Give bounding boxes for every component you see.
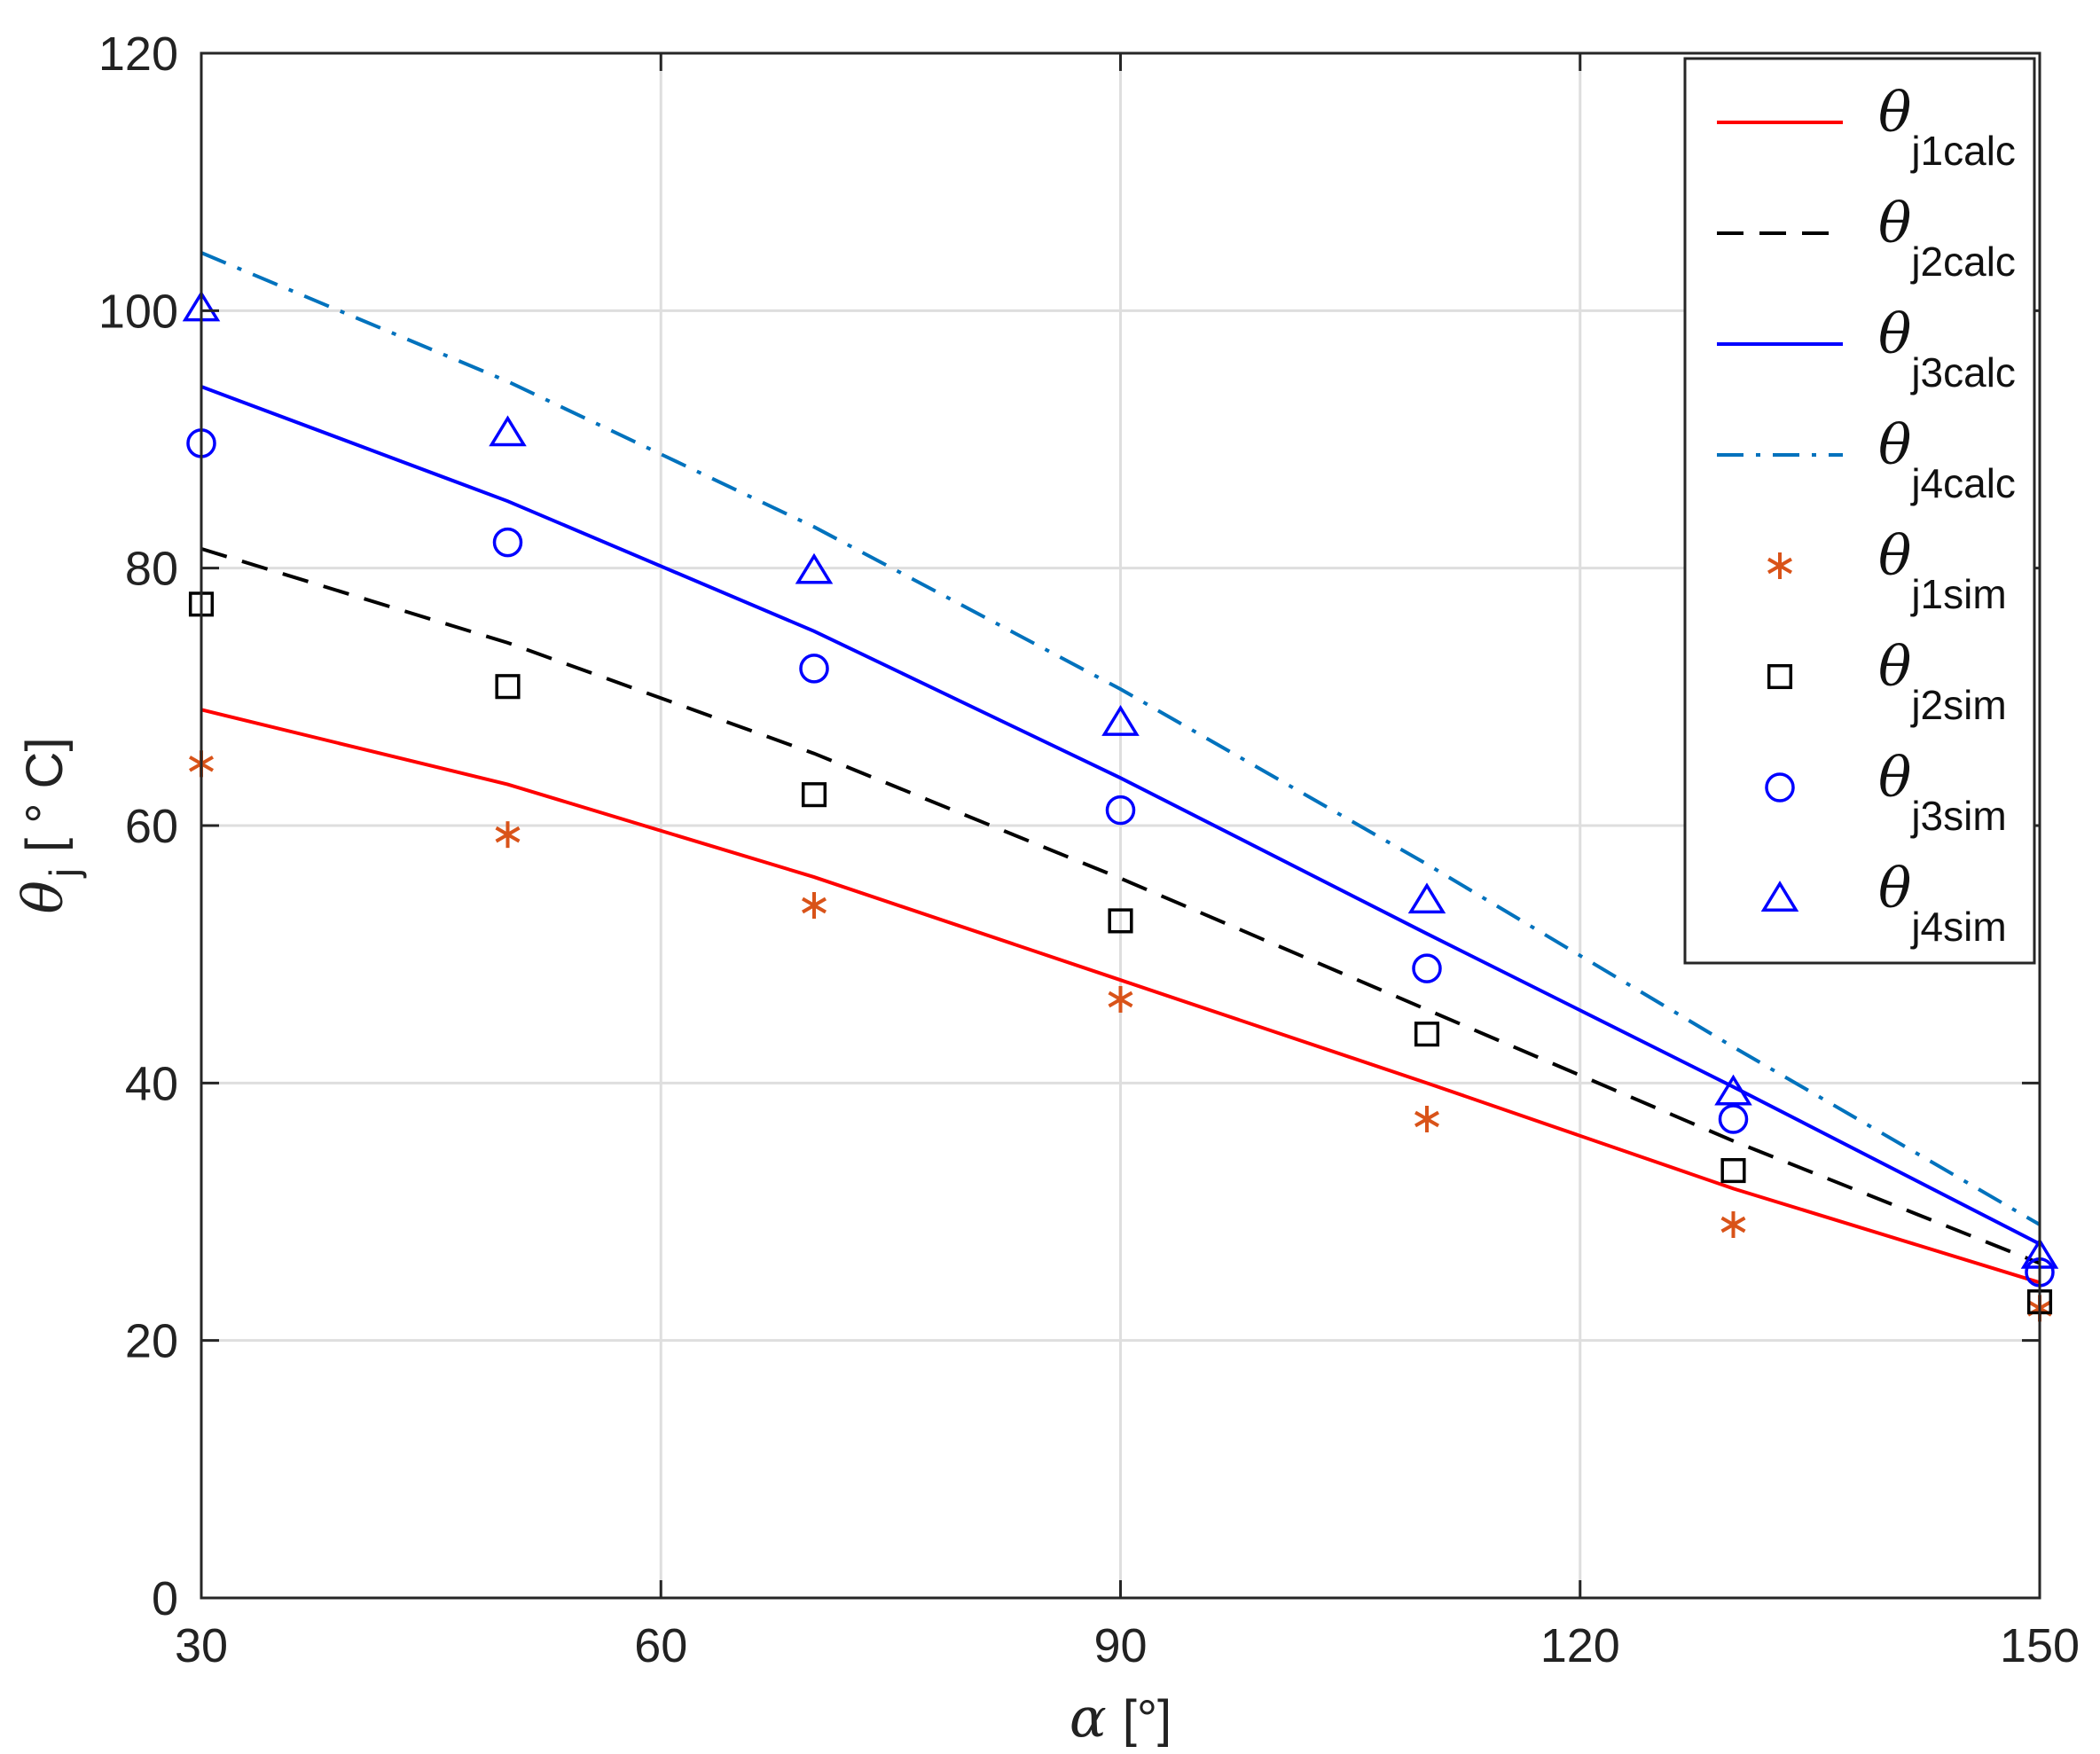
y-tick-label: 80 [125,543,178,596]
series-j1sim-point [1414,1105,1439,1132]
y-tick-label: 0 [152,1572,178,1625]
series-j4sim-point [1101,705,1140,736]
x-tick-label: 150 [2000,1619,2080,1672]
legend-label-subscript: j4sim [1909,904,2006,950]
legend-label-symbol: θ [1878,301,1911,366]
legend-swatch [1767,552,1792,579]
legend-item-j2calc: θj2calc [1717,191,2016,285]
plot-lines [200,251,2041,1285]
y-axis-label-subscript: j [41,868,87,879]
y-tick-label: 100 [98,285,178,338]
y-tick-label: 60 [125,800,178,853]
legend-items: θj1calcθj2calcθj3calcθj4calcθj1simθj2sim… [1717,80,2016,950]
legend-label: θj2calc [1878,191,2016,285]
plot-markers [182,290,2059,1322]
x-axis-label-symbol: α [1070,1685,1107,1750]
series-j2sim-points [188,591,2053,1315]
y-tick-label: 20 [125,1315,178,1368]
legend-label: θj2sim [1878,634,2007,728]
series-j1sim-point [495,821,521,849]
y-tick-label: 120 [98,27,178,81]
y-axis-label: θ j [ ° C] [11,737,87,913]
series-j4sim-point [795,552,834,584]
legend: θj1calcθj2calcθj3calcθj4calcθj1simθj2sim… [1683,57,2036,965]
legend-label-subscript: j2sim [1909,682,2006,728]
x-tick-label: 90 [1093,1619,1147,1672]
series-j2sim-point [495,674,521,700]
legend-label-subscript: j4calc [1909,460,2016,506]
legend-item-j4calc: θj4calc [1717,412,2016,506]
legend-label: θj1calc [1878,80,2016,174]
legend-label: θj1sim [1878,523,2007,617]
series-j2sim-point [1108,908,1133,934]
legend-item-j1calc: θj1calc [1717,80,2016,174]
legend-label: θj3calc [1878,301,2016,395]
series-j3sim-point [799,654,829,684]
series-j3sim-point [1718,1104,1749,1134]
legend-label-symbol: θ [1878,856,1911,920]
legend-label-symbol: θ [1878,412,1911,477]
series-j3sim-point [1105,795,1136,826]
legend-label-symbol: θ [1878,191,1911,255]
x-axis-label-unit: [°] [1123,1690,1171,1748]
legend-label-subscript: j2calc [1909,239,2016,285]
y-axis-label-unit: [ ° C] [16,737,74,852]
legend-box [1683,57,2036,965]
x-axis-label: α [°] [1070,1685,1171,1750]
x-tick-label: 60 [634,1619,687,1672]
series-j1sim-point [1108,985,1133,1013]
legend-label: θj4calc [1878,412,2016,506]
x-tick-label: 30 [175,1619,228,1672]
legend-label-subscript: j3sim [1909,793,2006,839]
series-j1sim-point [802,892,827,920]
series-j1sim-point [1720,1211,1746,1239]
legend-item-j2sim: θj2sim [1767,634,2007,728]
series-j4sim-point [1407,882,1446,914]
series-j2sim-point [801,782,827,808]
series-j1calc-line [200,708,2041,1285]
legend-swatch [1765,772,1795,803]
y-tick-label: 40 [125,1057,178,1110]
series-j2calc-line [200,546,2041,1265]
series-j3sim-point [1412,953,1442,983]
series-j4sim-point [489,415,527,447]
y-tick-labels: 0 20 40 60 80 100 120 [98,27,178,1625]
legend-item-j3sim: θj3sim [1765,745,2007,839]
legend-label-symbol: θ [1878,523,1911,588]
legend-swatch [1760,881,1799,912]
series-j4calc-line [200,251,2041,1226]
x-tick-label: 120 [1540,1619,1620,1672]
series-j4sim-point [1714,1074,1752,1106]
series-j3calc-line [200,385,2041,1246]
legend-label-subscript: j3calc [1909,349,2016,395]
x-tick-labels: 30 60 90 120 150 [175,1619,2080,1672]
legend-label-symbol: θ [1878,634,1911,699]
legend-item-j1sim: θj1sim [1767,523,2007,617]
series-j2sim-point [1720,1157,1746,1184]
legend-label-symbol: θ [1878,745,1911,810]
legend-label-subscript: j1sim [1909,571,2006,617]
legend-label-subscript: j1calc [1909,128,2016,174]
legend-label-symbol: θ [1878,80,1911,145]
legend-item-j3calc: θj3calc [1717,301,2016,395]
legend-label: θj4sim [1878,856,2007,950]
legend-label: θj3sim [1878,745,2007,839]
y-axis-label-symbol: θ [11,881,75,913]
series-j2sim-point [1414,1022,1440,1047]
legend-item-j4sim: θj4sim [1760,856,2007,950]
series-j3sim-point [492,527,523,558]
legend-swatch [1767,663,1793,690]
